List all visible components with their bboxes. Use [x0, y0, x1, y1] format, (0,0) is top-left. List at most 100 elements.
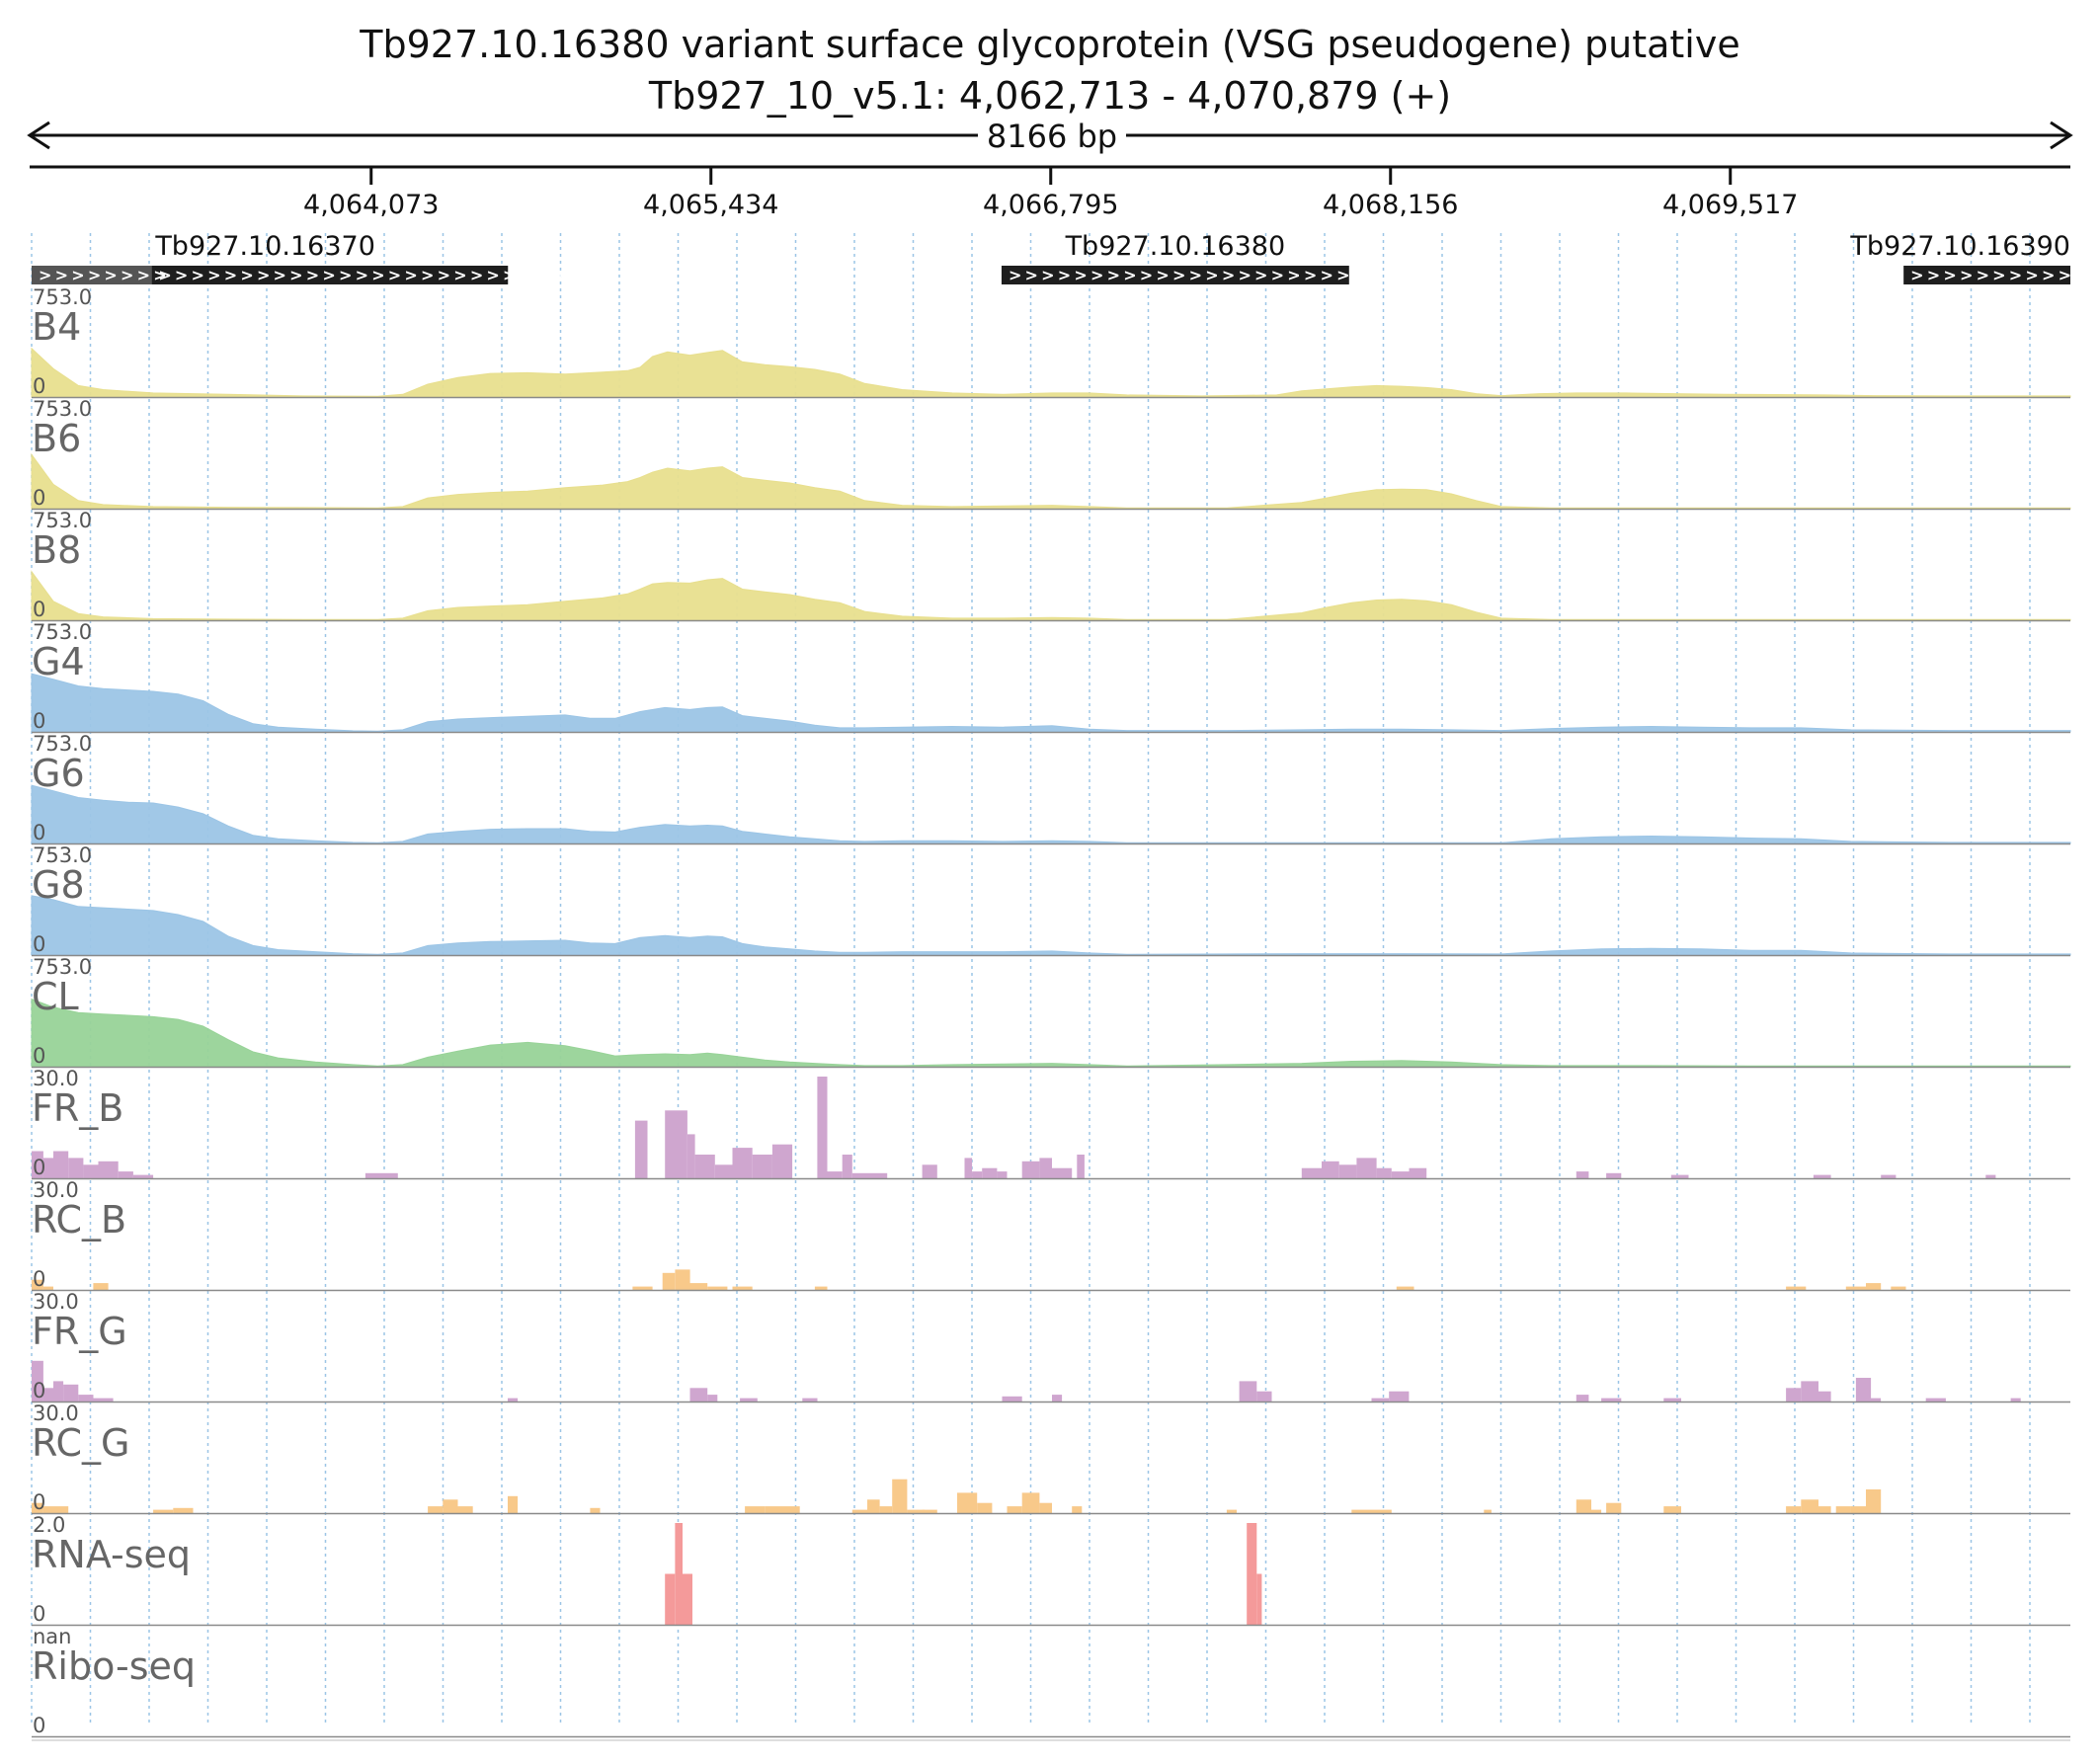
coverage-bar — [1855, 1378, 1872, 1402]
coverage-bar — [765, 1506, 782, 1513]
track-zero-label: 0 — [33, 709, 45, 733]
track-max-label: 2.0 — [33, 1513, 65, 1537]
gene-annotation-track: >>>>>>>>>>>>>>>>>>>>>>>>>> Tb927.10.16370… — [32, 231, 2088, 284]
coverage-bar — [1881, 1174, 1897, 1178]
coverage-bar — [1891, 1286, 1906, 1290]
coverage-bar — [590, 1507, 601, 1513]
gene-block — [32, 266, 152, 284]
track-zero-label: 0 — [33, 1602, 45, 1626]
coverage-bar — [173, 1507, 194, 1513]
coverage-bar — [714, 1164, 733, 1178]
coverage-bar — [68, 1158, 84, 1178]
track-rc-g: 30.0RC_G 0 — [32, 1402, 2070, 1515]
coverage-bar — [1072, 1506, 1083, 1513]
strand-direction-icon: >>>>>>>>>>>>>>>>>>>>>>>>> — [1009, 266, 1418, 284]
track-zero-label: 0 — [33, 821, 45, 844]
strand-direction-icon: >>>>>>>> — [39, 266, 170, 284]
track-max-label: 753.0 — [33, 955, 92, 979]
gene-label: Tb927.10.16380 — [1065, 231, 1286, 262]
coverage-bar — [1663, 1506, 1681, 1513]
coverage-bar — [802, 1398, 818, 1402]
coverage-bar — [1786, 1388, 1802, 1402]
coverage-bar — [964, 1158, 973, 1178]
track-name-label: G4 — [32, 640, 85, 683]
axis-tick-label: 4,069,517 — [1662, 190, 1798, 220]
coverage-bar — [1077, 1155, 1085, 1178]
coverage-bar — [32, 1360, 43, 1402]
track-max-label: 753.0 — [33, 732, 92, 756]
coverage-bar — [1786, 1506, 1802, 1513]
coverage-bar — [771, 1144, 793, 1178]
coverage-area — [31, 452, 2071, 510]
coverage-bar — [997, 1171, 1008, 1178]
coverage-bar — [851, 1509, 867, 1513]
coverage-bar — [745, 1506, 766, 1513]
coverage-bar — [1409, 1167, 1427, 1178]
coverage-bar — [665, 1573, 676, 1625]
strand-direction-icon: >>>>>>>>>>>>>>>>>>>>>>>>>> — [158, 266, 585, 284]
track-name-label: G8 — [32, 863, 85, 907]
coverage-bar — [1786, 1286, 1807, 1290]
track-b4: 753.0B4 0 — [31, 285, 2071, 399]
coverage-bar — [1322, 1161, 1339, 1178]
track-zero-label: 0 — [33, 1379, 45, 1402]
coverage-bar — [1663, 1398, 1681, 1402]
coverage-bar — [675, 1523, 683, 1625]
coverage-bar — [98, 1161, 119, 1178]
coverage-bar — [364, 1172, 398, 1178]
coverage-bar — [1670, 1174, 1689, 1178]
track-zero-label: 0 — [33, 374, 45, 398]
track-zero-label: 0 — [33, 1714, 45, 1737]
track-max-label: 753.0 — [33, 843, 92, 867]
coverage-bar — [689, 1283, 708, 1290]
track-b8: 753.0B8 0 — [31, 509, 2071, 622]
track-zero-label: 0 — [33, 1044, 45, 1068]
gene-label: Tb927.10.16390 — [1849, 231, 2070, 262]
coverage-bar — [1366, 1509, 1392, 1513]
coverage-area — [31, 673, 2071, 733]
coverage-bar — [782, 1506, 800, 1513]
coverage-bar — [457, 1506, 473, 1513]
axis-tick-label: 4,066,795 — [983, 190, 1118, 220]
coverage-bar — [118, 1171, 133, 1178]
coverage-area — [31, 784, 2071, 844]
coverage-bar — [1376, 1167, 1392, 1178]
coverage-bar — [1256, 1391, 1272, 1402]
coverage-bar — [707, 1395, 718, 1402]
coverage-bar — [1226, 1509, 1237, 1513]
track-max-label: 30.0 — [33, 1178, 79, 1202]
coverage-bar — [682, 1573, 692, 1625]
coverage-bar — [32, 1279, 43, 1290]
gene-block — [1903, 266, 2070, 284]
coverage-bar — [1801, 1381, 1818, 1402]
coverage-bar — [428, 1506, 444, 1513]
coverage-bar — [892, 1479, 908, 1513]
coverage-bar — [632, 1286, 653, 1290]
coverage-bar — [872, 1172, 888, 1178]
coverage-area — [31, 895, 2071, 956]
track-max-label: 753.0 — [33, 397, 92, 421]
coverage-bar — [1021, 1161, 1040, 1178]
track-b6: 753.0B6 0 — [31, 397, 2071, 511]
track-name-label: B4 — [32, 305, 81, 349]
coordinate-axis: 4,064,073 4,065,434 4,066,795 4,068,156 4,06… — [30, 165, 2070, 220]
coverage-bar — [1591, 1509, 1602, 1513]
gene-block — [151, 266, 509, 284]
track-name-label: Ribo-seq — [32, 1644, 196, 1688]
track-zero-label: 0 — [33, 932, 45, 956]
coverage-bar — [1866, 1489, 1882, 1513]
coverage-bar — [982, 1167, 998, 1178]
coverage-bar — [42, 1506, 69, 1513]
track-name-label: RC_B — [32, 1198, 126, 1242]
coverage-bar — [1039, 1158, 1052, 1178]
coverage-bar — [957, 1492, 978, 1513]
coverage-bar — [83, 1164, 99, 1178]
coverage-bar — [689, 1388, 708, 1402]
coverage-bar — [53, 1151, 69, 1178]
region-length-arrow: 8166 bp — [27, 118, 2073, 155]
coverage-bar — [508, 1398, 519, 1402]
coverage-bar — [42, 1388, 53, 1402]
coverage-bar — [1389, 1391, 1410, 1402]
